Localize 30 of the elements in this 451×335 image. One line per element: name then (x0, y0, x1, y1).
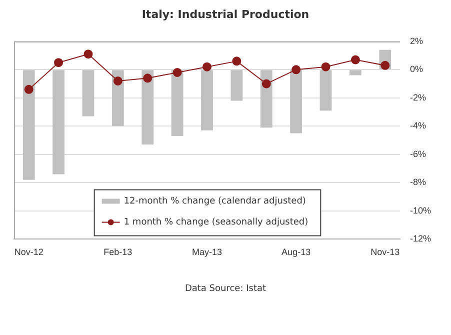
point (172, 68, 182, 77)
point (262, 79, 271, 88)
point (292, 65, 301, 74)
point (113, 76, 122, 86)
point (24, 84, 34, 94)
point (350, 55, 360, 64)
legend-label: 1 month % change (seasonally adjusted) (124, 218, 308, 228)
source-note: Data Source: Istat (184, 284, 268, 294)
x-tick-label: Nov-12 (14, 247, 44, 258)
point (321, 62, 330, 72)
y-tick-label: -12% (410, 234, 432, 244)
y-tick-label: -10% (410, 205, 432, 216)
point (84, 50, 93, 59)
x-tick-label: May-13 (192, 247, 222, 258)
point (232, 56, 242, 66)
y-tick-label: -8% (410, 177, 426, 188)
point (54, 58, 64, 68)
point (202, 62, 212, 72)
y-tick-label: -6% (410, 148, 426, 159)
x-tick-label: Feb-13 (104, 247, 132, 258)
point (380, 60, 390, 70)
y-tick-label: -4% (410, 120, 426, 131)
legend-label: 12-month % change (calendar adjusted) (124, 196, 306, 207)
y-tick-label: -2% (410, 92, 426, 102)
x-tick-label: Nov-13 (370, 247, 400, 258)
x-tick-label: Aug-13 (282, 247, 311, 258)
y-tick-label: 2% (410, 36, 424, 46)
y-tick-label: 0% (410, 64, 424, 74)
point (143, 74, 152, 83)
chart-title: Italy: Industrial Production (140, 8, 310, 21)
